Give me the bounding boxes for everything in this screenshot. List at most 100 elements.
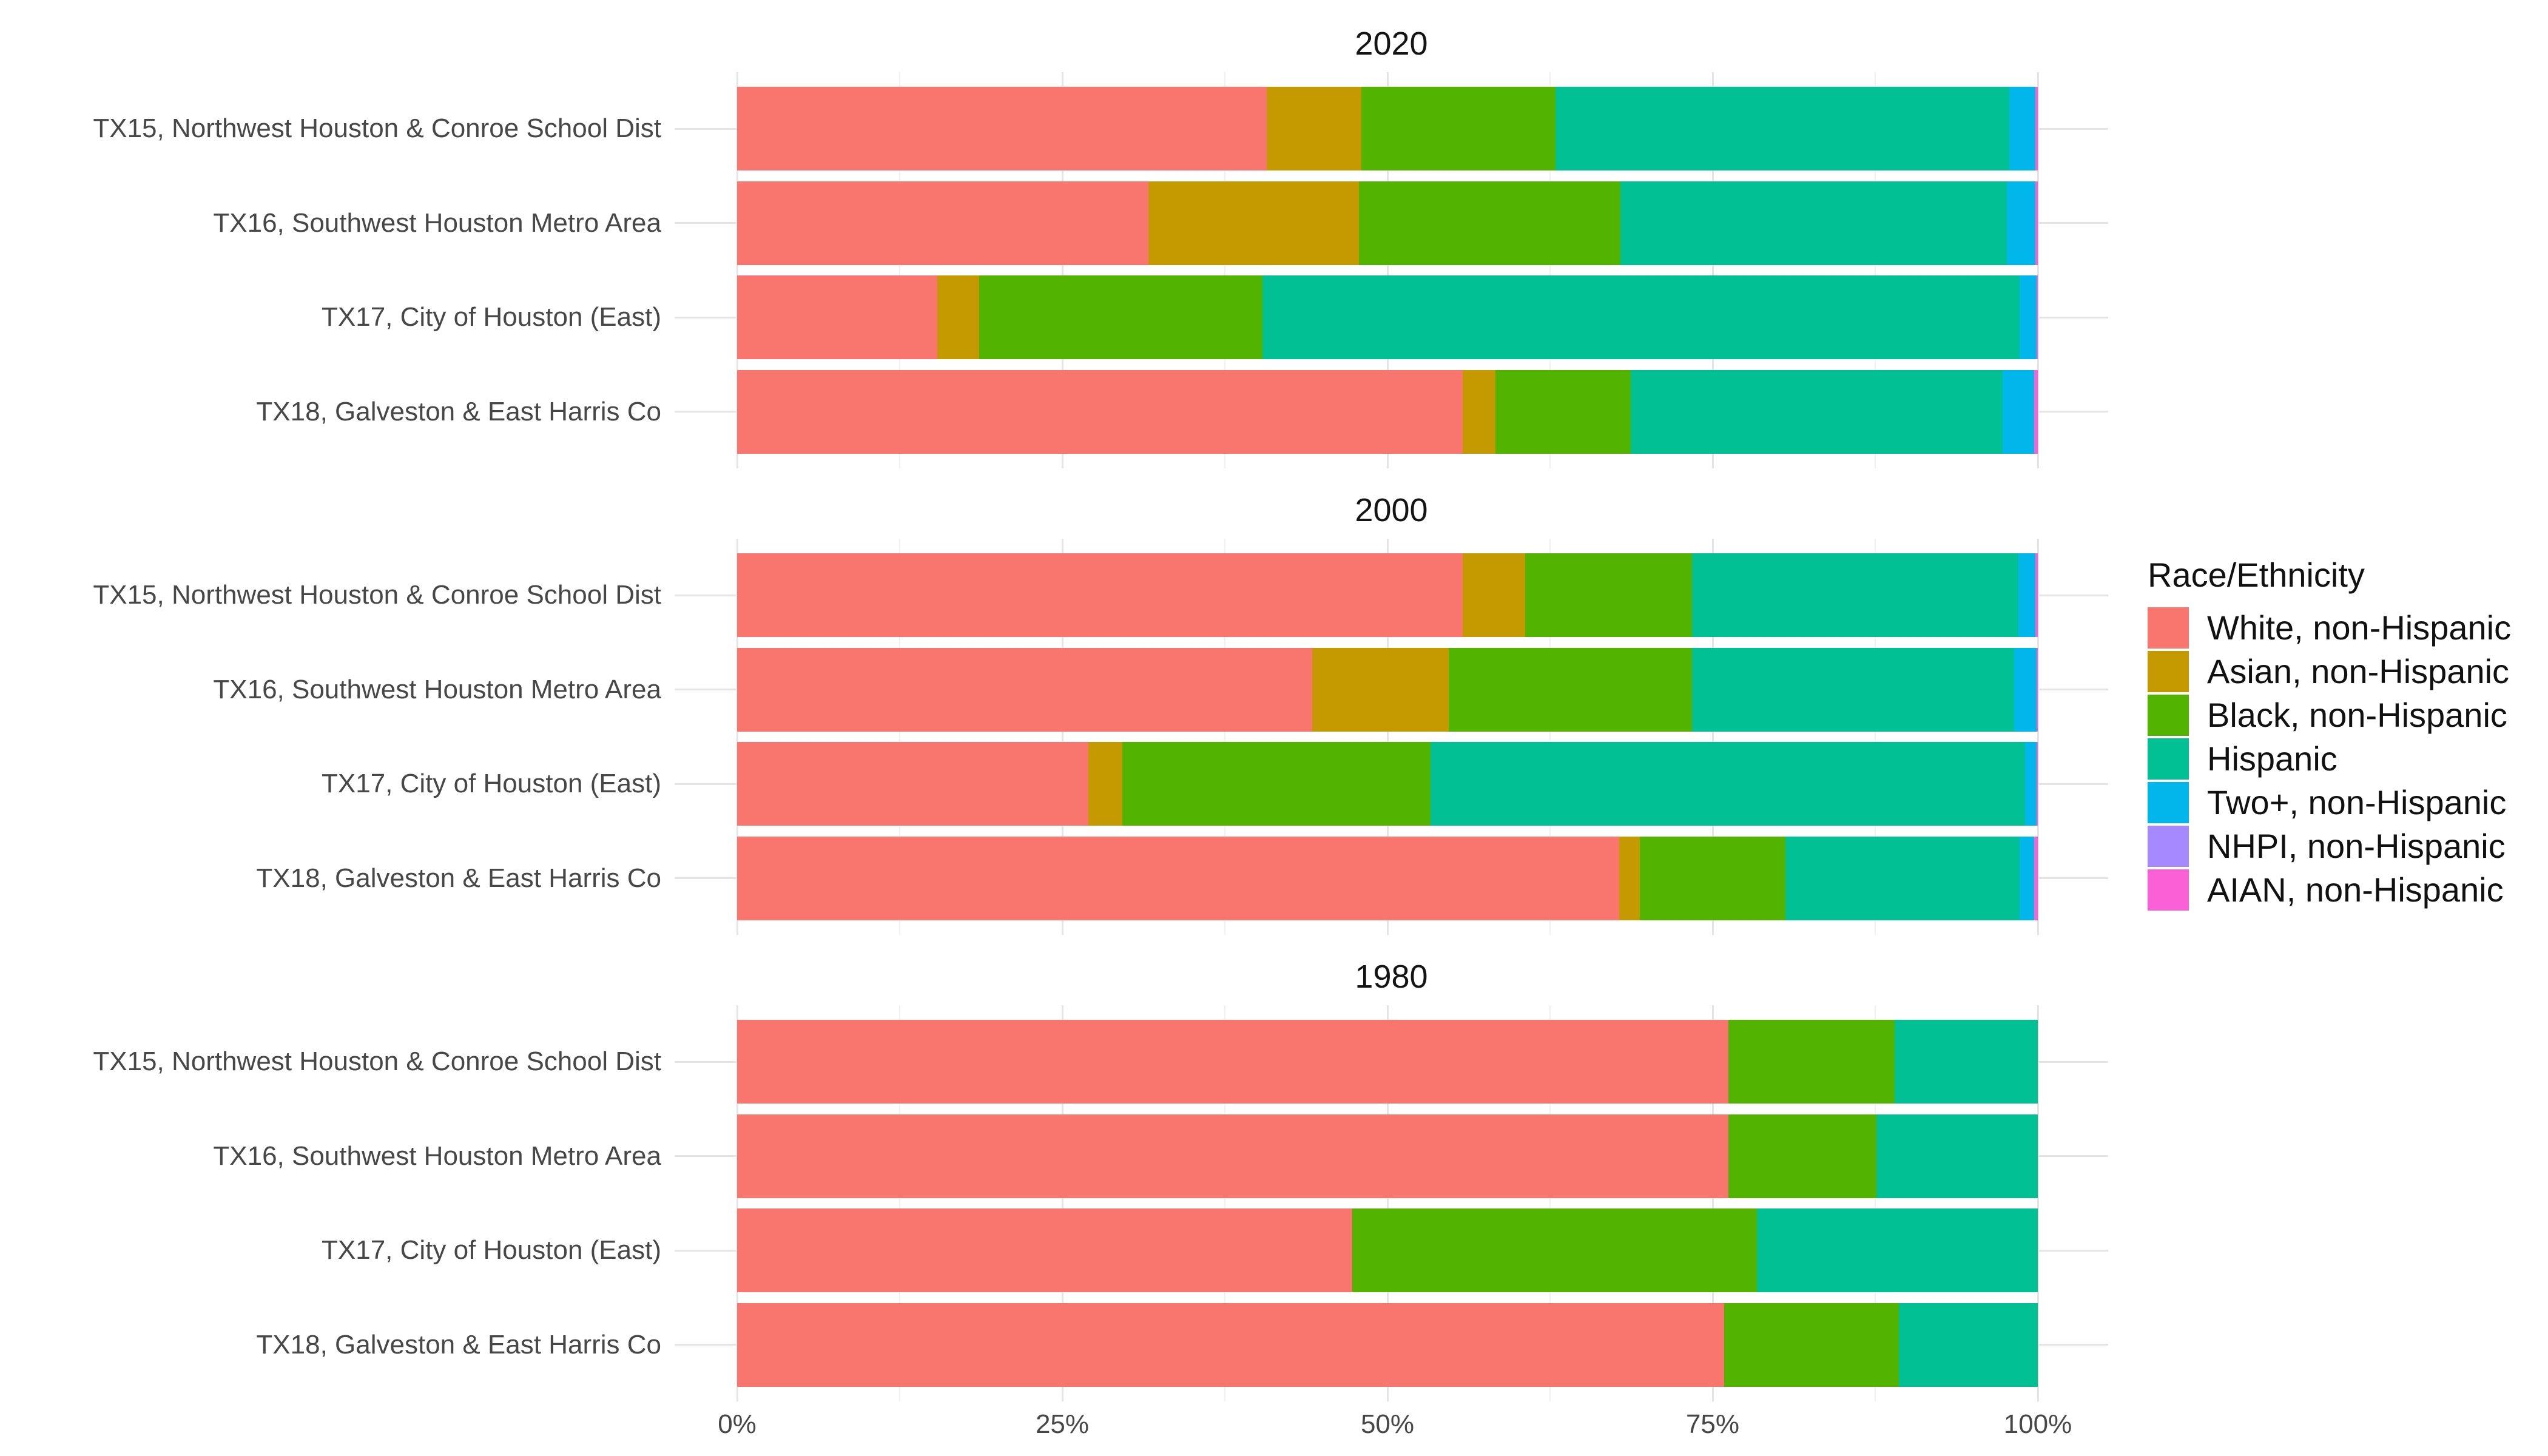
bar-row: [737, 1303, 2038, 1387]
bar-segment-hispanic: [1876, 1114, 2038, 1198]
panel-title-1980: 1980: [1355, 959, 1428, 995]
bar-segment-asian: [1619, 836, 1640, 920]
legend-swatch: [2148, 607, 2189, 649]
bar-segment-aian: [2036, 742, 2038, 826]
bar-segment-black: [1358, 181, 1620, 265]
bar-segment-white: [737, 181, 1148, 265]
bar-segment-black: [1448, 647, 1692, 732]
bar-row: [737, 1020, 2038, 1104]
bar-segment-white: [737, 836, 1619, 920]
bar-segment-black: [1639, 836, 1786, 920]
bar-row: [737, 1114, 2038, 1198]
gridline-major: [1711, 1005, 1714, 1401]
bar-segment-black: [1361, 87, 1555, 170]
gridline-minor: [1224, 72, 1225, 468]
gridline-major: [1061, 539, 1063, 935]
bar-segment-hispanic: [1895, 1020, 2038, 1104]
legend-item-label: White, non-Hispanic: [2207, 608, 2512, 647]
legend-swatch: [2148, 695, 2189, 736]
bar-segment-hispanic: [1555, 87, 2009, 170]
y-axis-label: TX15, Northwest Houston & Conroe School …: [93, 113, 661, 143]
y-axis-label: TX16, Southwest Houston Metro Area: [213, 1141, 661, 1171]
legend-item-label: Black, non-Hispanic: [2207, 696, 2507, 734]
bar-segment-hispanic: [1756, 1208, 2038, 1292]
bar-segment-two-: [2019, 275, 2037, 359]
bar-segment-black: [1728, 1114, 1877, 1198]
gridline-minor: [1224, 1005, 1225, 1401]
legend-swatch: [2148, 826, 2189, 867]
legend-item-label: Two+, non-Hispanic: [2207, 783, 2507, 821]
bar-segment-aian: [2036, 275, 2038, 359]
x-axis-tick-label: 0%: [718, 1409, 757, 1439]
panel-2020: [675, 72, 2108, 468]
bar-segment-asian: [1463, 553, 1526, 637]
legend-swatch: [2148, 869, 2189, 911]
y-axis-label: TX18, Galveston & East Harris Co: [256, 1329, 661, 1360]
legend-item-label: AIAN, non-Hispanic: [2207, 871, 2504, 909]
gridline-minor: [1549, 72, 1551, 468]
bar-segment-white: [737, 87, 1267, 170]
bar-segment-two-: [2014, 647, 2037, 732]
bar-segment-aian: [2034, 369, 2038, 454]
gridline-major: [1386, 1005, 1389, 1401]
legend-swatch: [2148, 651, 2189, 692]
gridline-minor: [898, 539, 900, 935]
gridline-minor: [898, 1005, 900, 1401]
legend-swatch: [2148, 738, 2189, 780]
bar-segment-hispanic: [1630, 369, 2003, 454]
bar-row: [737, 647, 2038, 732]
gridline-major: [1386, 539, 1389, 935]
x-axis-tick-label: 50%: [1360, 1409, 1415, 1439]
bar-segment-white: [737, 742, 1088, 826]
bar-segment-black: [979, 275, 1263, 359]
gridline-minor: [1874, 1005, 1876, 1401]
gridline-major: [2037, 72, 2039, 468]
bar-segment-two-: [2019, 836, 2034, 920]
y-axis-label: TX15, Northwest Houston & Conroe School …: [93, 580, 661, 610]
bar-segment-black: [1724, 1303, 1899, 1387]
bar-row: [737, 275, 2038, 359]
bar-segment-white: [737, 553, 1463, 637]
bar-segment-aian: [2034, 836, 2038, 920]
gridline-major: [1061, 1005, 1063, 1401]
bar-segment-aian: [2035, 181, 2038, 265]
y-axis-label: TX15, Northwest Houston & Conroe School …: [93, 1046, 661, 1076]
bar-row: [737, 836, 2038, 920]
bar-segment-black: [1122, 742, 1431, 826]
legend-swatch: [2148, 782, 2189, 823]
bar-segment-aian: [2035, 553, 2038, 637]
gridline-major: [1711, 72, 1714, 468]
bar-segment-two-: [2009, 87, 2035, 170]
gridline-major: [736, 72, 738, 468]
panel-title-2000: 2000: [1355, 492, 1428, 528]
y-axis-label: TX17, City of Houston (East): [322, 1235, 661, 1265]
bar-segment-asian: [1088, 742, 1122, 826]
gridline-minor: [1224, 539, 1225, 935]
gridline-major: [1386, 72, 1389, 468]
gridline-major: [1711, 539, 1714, 935]
bar-segment-aian: [2036, 647, 2038, 732]
bar-segment-hispanic: [1785, 836, 2020, 920]
bar-row: [737, 742, 2038, 826]
y-axis-label: TX17, City of Houston (East): [322, 302, 661, 332]
bar-segment-white: [737, 1114, 1728, 1198]
bar-segment-asian: [1148, 181, 1359, 265]
gridline-minor: [1874, 72, 1876, 468]
bar-row: [737, 553, 2038, 637]
x-axis-tick-label: 25%: [1035, 1409, 1090, 1439]
bar-row: [737, 1208, 2038, 1292]
y-axis-label: TX16, Southwest Houston Metro Area: [213, 207, 661, 238]
bar-segment-black: [1352, 1208, 1757, 1292]
x-axis-tick-label: 75%: [1685, 1409, 1740, 1439]
bar-segment-black: [1495, 369, 1631, 454]
x-axis-tick-label: 100%: [2003, 1409, 2072, 1439]
bar-segment-white: [737, 1303, 1725, 1387]
panel-title-2020: 2020: [1355, 25, 1428, 62]
bar-segment-hispanic: [1262, 275, 2020, 359]
bar-segment-white: [737, 275, 938, 359]
bar-segment-hispanic: [1430, 742, 2025, 826]
bar-segment-two-: [2024, 742, 2037, 826]
gridline-major: [2037, 539, 2039, 935]
bar-segment-hispanic: [1691, 553, 2018, 637]
bar-segment-asian: [1266, 87, 1362, 170]
